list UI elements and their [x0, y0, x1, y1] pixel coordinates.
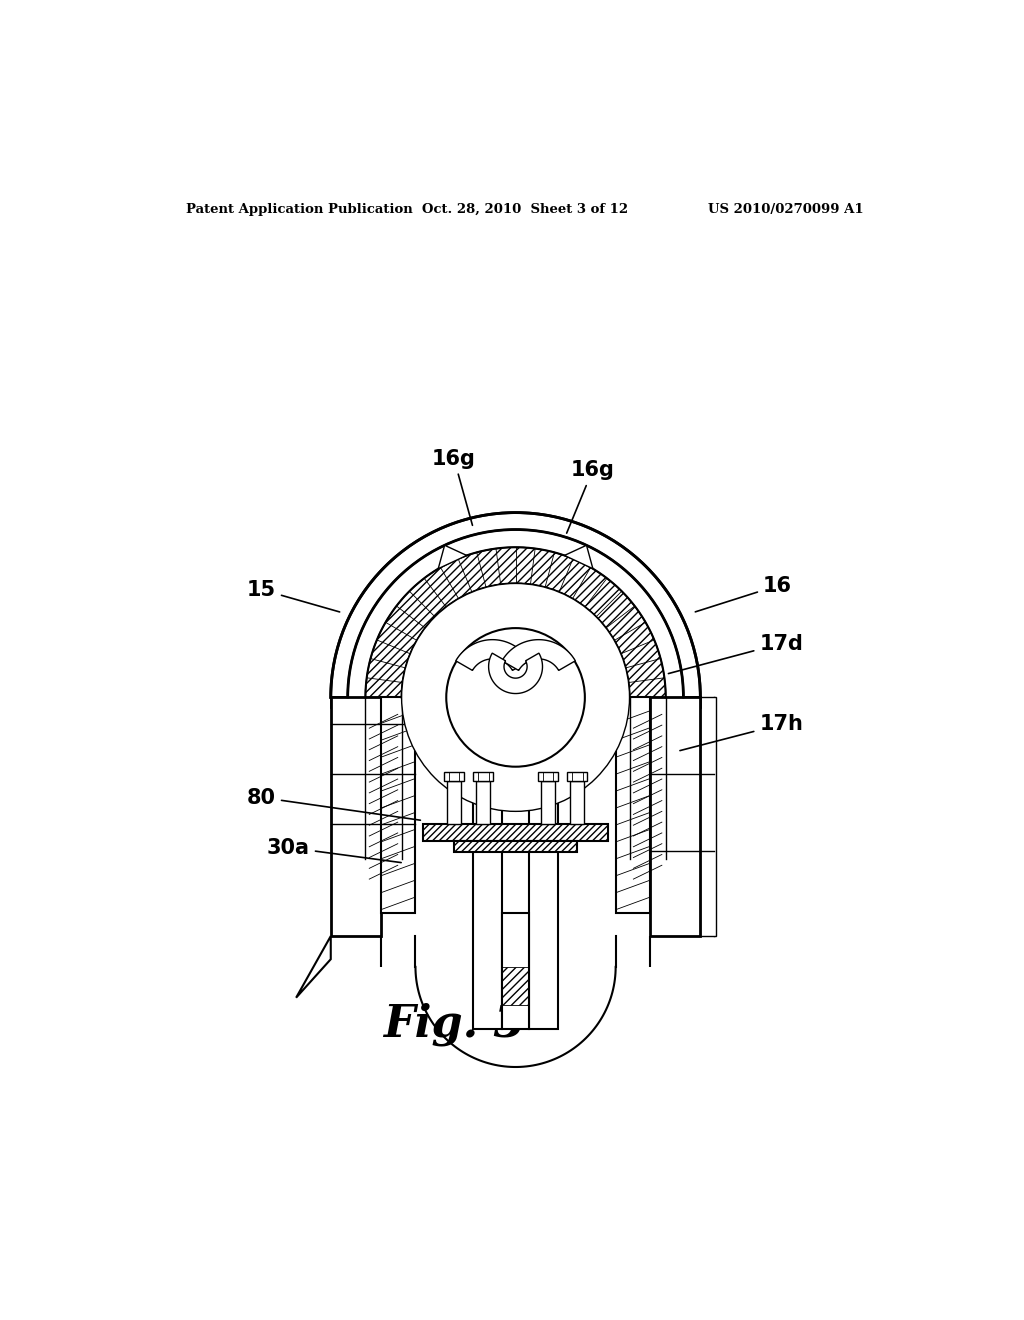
- Bar: [473, 721, 502, 1028]
- Text: 16g: 16g: [566, 461, 614, 533]
- Bar: [502, 913, 529, 1028]
- Polygon shape: [488, 653, 543, 693]
- Bar: [650, 697, 700, 936]
- Bar: [454, 841, 578, 853]
- Bar: [454, 841, 578, 853]
- Text: US 2010/0270099 A1: US 2010/0270099 A1: [708, 203, 863, 216]
- Text: 80: 80: [247, 788, 421, 820]
- Circle shape: [401, 583, 630, 812]
- Bar: [447, 781, 461, 824]
- Bar: [473, 772, 494, 781]
- Bar: [423, 824, 608, 841]
- Text: 15: 15: [247, 579, 340, 612]
- Bar: [529, 721, 558, 1028]
- Wedge shape: [331, 512, 700, 697]
- Bar: [538, 772, 558, 781]
- Bar: [381, 697, 416, 913]
- Polygon shape: [296, 936, 331, 998]
- Text: 30a: 30a: [267, 838, 401, 862]
- Bar: [700, 697, 716, 936]
- Bar: [567, 772, 587, 781]
- Text: Fig. 3: Fig. 3: [383, 1003, 524, 1047]
- Circle shape: [446, 628, 585, 767]
- Bar: [476, 781, 490, 824]
- Text: 17h: 17h: [680, 714, 803, 751]
- Text: 17d: 17d: [669, 634, 803, 673]
- Text: Oct. 28, 2010  Sheet 3 of 12: Oct. 28, 2010 Sheet 3 of 12: [422, 203, 628, 216]
- Bar: [502, 966, 529, 1006]
- Bar: [444, 772, 464, 781]
- Bar: [331, 697, 381, 936]
- Bar: [615, 697, 650, 913]
- Text: 16g: 16g: [432, 449, 476, 525]
- Polygon shape: [456, 640, 529, 671]
- Polygon shape: [564, 545, 593, 569]
- Polygon shape: [502, 640, 575, 671]
- Bar: [541, 781, 555, 824]
- Text: Patent Application Publication: Patent Application Publication: [186, 203, 413, 216]
- Text: 16: 16: [695, 576, 792, 612]
- Wedge shape: [366, 548, 666, 697]
- Bar: [423, 824, 608, 841]
- Polygon shape: [438, 545, 467, 569]
- Circle shape: [416, 597, 615, 797]
- Bar: [570, 781, 584, 824]
